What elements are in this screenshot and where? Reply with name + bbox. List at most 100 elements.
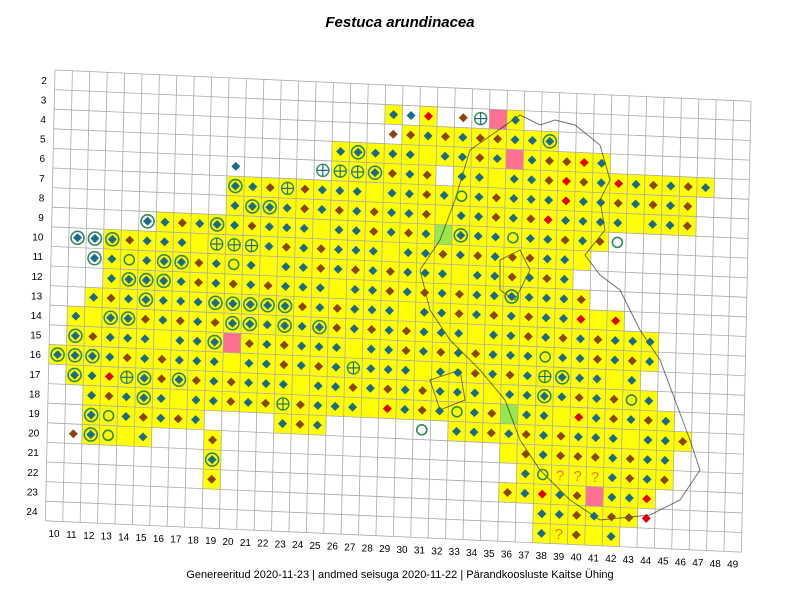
teal-diamond <box>508 213 518 223</box>
teal-diamond <box>70 331 80 341</box>
brown-diamond <box>473 251 483 261</box>
teal-diamond <box>248 182 258 192</box>
grid-line <box>201 77 212 528</box>
brown-diamond <box>475 153 485 163</box>
teal-diamond <box>386 227 396 237</box>
brown-diamond <box>334 205 344 215</box>
ring-marker <box>174 254 189 270</box>
ring-marker <box>453 228 469 243</box>
column-label: 40 <box>570 553 582 564</box>
brown-diamond <box>261 398 271 408</box>
grid-cell <box>120 249 139 270</box>
teal-diamond <box>608 433 618 443</box>
teal-diamond <box>159 256 169 266</box>
brown-diamond <box>208 435 218 445</box>
grid-line <box>236 78 247 530</box>
teal-diamond <box>192 336 202 346</box>
teal-diamond <box>333 264 343 274</box>
row-label: 8 <box>39 193 45 204</box>
ring-marker <box>138 272 154 288</box>
teal-diamond <box>264 241 274 251</box>
brown-diamond <box>300 184 310 194</box>
grid-line <box>44 69 56 521</box>
brown-diamond <box>491 212 501 222</box>
brown-diamond <box>418 386 428 396</box>
teal-diamond <box>349 324 359 334</box>
teal-diamond <box>404 208 414 218</box>
grid-cell <box>483 383 502 404</box>
question-mark-symbol: ? <box>556 467 564 484</box>
teal-diamond <box>388 149 398 159</box>
teal-diamond <box>421 229 431 239</box>
teal-diamond <box>538 450 548 460</box>
brown-diamond <box>678 437 688 447</box>
teal-diamond <box>53 350 63 360</box>
ring-marker <box>209 217 225 232</box>
brown-diamond <box>489 310 499 320</box>
teal-diamond <box>561 215 571 225</box>
circle-marker <box>102 429 114 442</box>
ring-marker <box>87 231 103 246</box>
teal-diamond <box>527 175 537 185</box>
grid-cell <box>584 525 603 546</box>
circle-marker <box>611 236 624 249</box>
teal-diamond <box>387 188 397 198</box>
brown-diamond <box>417 405 427 415</box>
ring-marker <box>242 316 258 332</box>
teal-diamond <box>575 373 585 383</box>
teal-diamond <box>522 410 532 420</box>
grid-cell <box>434 224 453 245</box>
teal-diamond <box>174 355 184 365</box>
brown-diamond <box>279 340 289 350</box>
teal-diamond <box>195 219 205 229</box>
grid-line <box>723 100 734 552</box>
teal-diamond <box>453 348 463 358</box>
teal-diamond <box>557 392 567 402</box>
brown-diamond <box>194 258 204 268</box>
brown-diamond <box>316 263 326 273</box>
brown-diamond <box>683 201 693 211</box>
teal-diamond <box>628 336 638 346</box>
teal-diamond <box>456 230 466 240</box>
teal-diamond <box>90 253 100 263</box>
teal-diamond <box>245 299 255 309</box>
grid-cell <box>489 109 507 130</box>
teal-diamond <box>666 181 676 191</box>
circle-marker <box>536 468 549 481</box>
column-label: 22 <box>257 539 269 550</box>
teal-diamond <box>105 352 115 362</box>
teal-diamond <box>626 415 636 425</box>
brown-diamond <box>562 157 572 167</box>
ring-marker <box>171 372 187 387</box>
teal-diamond <box>262 339 272 349</box>
teal-diamond <box>555 490 565 500</box>
teal-diamond <box>489 291 499 301</box>
teal-diamond <box>701 183 711 193</box>
teal-diamond <box>313 401 323 411</box>
brown-diamond <box>590 452 600 462</box>
teal-diamond <box>423 131 433 141</box>
row-label: 7 <box>39 174 45 185</box>
teal-diamond <box>404 189 414 199</box>
grid-line <box>253 79 265 531</box>
teal-diamond <box>297 341 307 351</box>
grid-line <box>375 84 386 536</box>
column-label: 42 <box>605 554 617 565</box>
circle-marker <box>507 231 519 244</box>
teal-diamond <box>541 293 551 303</box>
teal-diamond <box>124 274 134 284</box>
teal-diamond <box>348 402 358 412</box>
teal-diamond <box>370 148 380 158</box>
teal-diamond <box>314 322 324 332</box>
grid-cell <box>153 329 172 350</box>
teal-diamond <box>472 290 482 300</box>
grid-cell <box>291 374 310 396</box>
column-label: 15 <box>135 533 147 544</box>
red-diamond <box>561 176 571 186</box>
teal-diamond <box>123 314 133 324</box>
brown-diamond <box>471 349 481 359</box>
grid-cell <box>621 429 640 450</box>
teal-diamond <box>405 150 415 160</box>
brown-diamond <box>226 397 236 407</box>
